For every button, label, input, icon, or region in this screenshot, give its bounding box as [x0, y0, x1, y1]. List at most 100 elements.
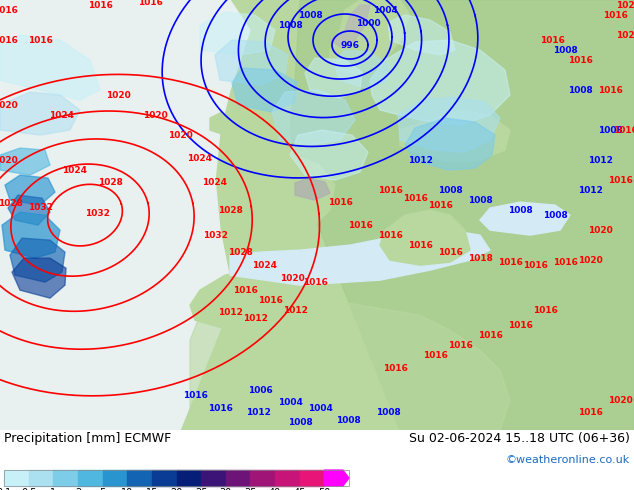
Text: 1020: 1020 — [280, 273, 304, 283]
Text: 1016: 1016 — [183, 391, 207, 400]
Polygon shape — [0, 92, 80, 135]
Polygon shape — [295, 178, 330, 200]
Text: 1020: 1020 — [588, 225, 612, 235]
Text: 996: 996 — [340, 41, 359, 49]
Polygon shape — [0, 0, 250, 430]
Text: 1016: 1016 — [612, 125, 634, 135]
Text: 45: 45 — [294, 488, 306, 490]
Text: 1012: 1012 — [578, 186, 602, 195]
Text: 1004: 1004 — [307, 404, 332, 413]
Text: 1016: 1016 — [378, 231, 403, 240]
Text: 1016: 1016 — [408, 241, 432, 249]
Text: 1016: 1016 — [522, 261, 547, 270]
Text: 1016: 1016 — [87, 0, 112, 9]
Text: 1008: 1008 — [543, 211, 567, 220]
Text: 1032: 1032 — [27, 202, 53, 212]
Text: 1024: 1024 — [202, 177, 228, 187]
Bar — [53, 470, 78, 486]
Polygon shape — [0, 35, 100, 100]
Text: 1016: 1016 — [328, 197, 353, 207]
Text: 1016: 1016 — [257, 295, 282, 305]
Text: 1016: 1016 — [302, 278, 327, 287]
Text: 30: 30 — [219, 488, 232, 490]
Text: 1016: 1016 — [403, 194, 427, 202]
Text: 1016: 1016 — [602, 10, 628, 20]
Text: 10: 10 — [121, 488, 133, 490]
Text: Precipitation [mm] ECMWF: Precipitation [mm] ECMWF — [4, 432, 171, 445]
Bar — [4, 470, 29, 486]
Text: 1016: 1016 — [207, 404, 233, 413]
Text: 1020: 1020 — [0, 100, 17, 110]
Polygon shape — [405, 118, 495, 170]
Polygon shape — [0, 130, 180, 430]
Text: 1020: 1020 — [578, 256, 602, 265]
Text: 1012: 1012 — [588, 156, 612, 165]
Bar — [275, 470, 300, 486]
Text: 1012: 1012 — [408, 156, 432, 165]
Polygon shape — [333, 50, 388, 88]
Polygon shape — [388, 15, 455, 55]
Polygon shape — [290, 130, 368, 180]
Bar — [176, 470, 201, 486]
Text: 1016: 1016 — [427, 200, 453, 210]
Text: 1016: 1016 — [382, 364, 408, 373]
Text: 1016: 1016 — [138, 0, 162, 6]
Text: 1012: 1012 — [245, 408, 271, 416]
Text: 50: 50 — [318, 488, 330, 490]
Text: 1028: 1028 — [228, 247, 252, 257]
Polygon shape — [325, 470, 349, 486]
Bar — [152, 470, 176, 486]
Polygon shape — [232, 68, 297, 112]
Text: 40: 40 — [269, 488, 281, 490]
Text: 1024: 1024 — [252, 261, 278, 270]
Text: 1032: 1032 — [202, 231, 228, 240]
Polygon shape — [0, 148, 50, 175]
Polygon shape — [2, 212, 60, 258]
Text: 0.1: 0.1 — [0, 488, 11, 490]
Text: 1008: 1008 — [508, 206, 533, 215]
Polygon shape — [10, 238, 65, 282]
Text: 1020: 1020 — [616, 30, 634, 40]
Text: 1020: 1020 — [607, 396, 632, 405]
Text: 1004: 1004 — [373, 5, 398, 15]
Text: 1024: 1024 — [63, 166, 87, 174]
Text: 2: 2 — [75, 488, 81, 490]
Polygon shape — [290, 0, 634, 430]
Polygon shape — [400, 110, 510, 162]
Text: 1016: 1016 — [553, 258, 578, 267]
Text: 1024: 1024 — [49, 111, 75, 120]
Polygon shape — [370, 40, 510, 125]
Text: 1016: 1016 — [378, 186, 403, 195]
Text: 1020: 1020 — [616, 0, 634, 9]
Text: 1020: 1020 — [167, 130, 192, 140]
Text: 1016: 1016 — [437, 247, 462, 257]
Text: 20: 20 — [171, 488, 183, 490]
Text: 1016: 1016 — [508, 320, 533, 330]
Bar — [226, 470, 250, 486]
Text: 1016: 1016 — [423, 351, 448, 360]
Text: 1008: 1008 — [375, 408, 401, 416]
Text: 1016: 1016 — [0, 35, 18, 45]
Text: 1006: 1006 — [385, 0, 410, 1]
Text: 1024: 1024 — [188, 153, 212, 163]
Polygon shape — [215, 40, 288, 85]
Text: 1008: 1008 — [437, 186, 462, 195]
Text: 1008: 1008 — [288, 417, 313, 427]
Text: 0.5: 0.5 — [21, 488, 36, 490]
Text: 1016: 1016 — [347, 220, 372, 230]
Polygon shape — [210, 112, 230, 135]
Text: 1016: 1016 — [567, 55, 592, 65]
Polygon shape — [200, 12, 275, 55]
Text: 1: 1 — [50, 488, 56, 490]
Text: ©weatheronline.co.uk: ©weatheronline.co.uk — [506, 455, 630, 465]
Polygon shape — [305, 58, 362, 98]
Text: 1016: 1016 — [448, 341, 472, 350]
Polygon shape — [225, 95, 270, 145]
Text: 1008: 1008 — [278, 21, 302, 29]
Bar — [78, 470, 103, 486]
Text: 1008: 1008 — [567, 86, 592, 95]
Polygon shape — [272, 90, 355, 145]
Bar — [29, 470, 53, 486]
Text: 1016: 1016 — [578, 408, 602, 416]
Bar — [201, 470, 226, 486]
